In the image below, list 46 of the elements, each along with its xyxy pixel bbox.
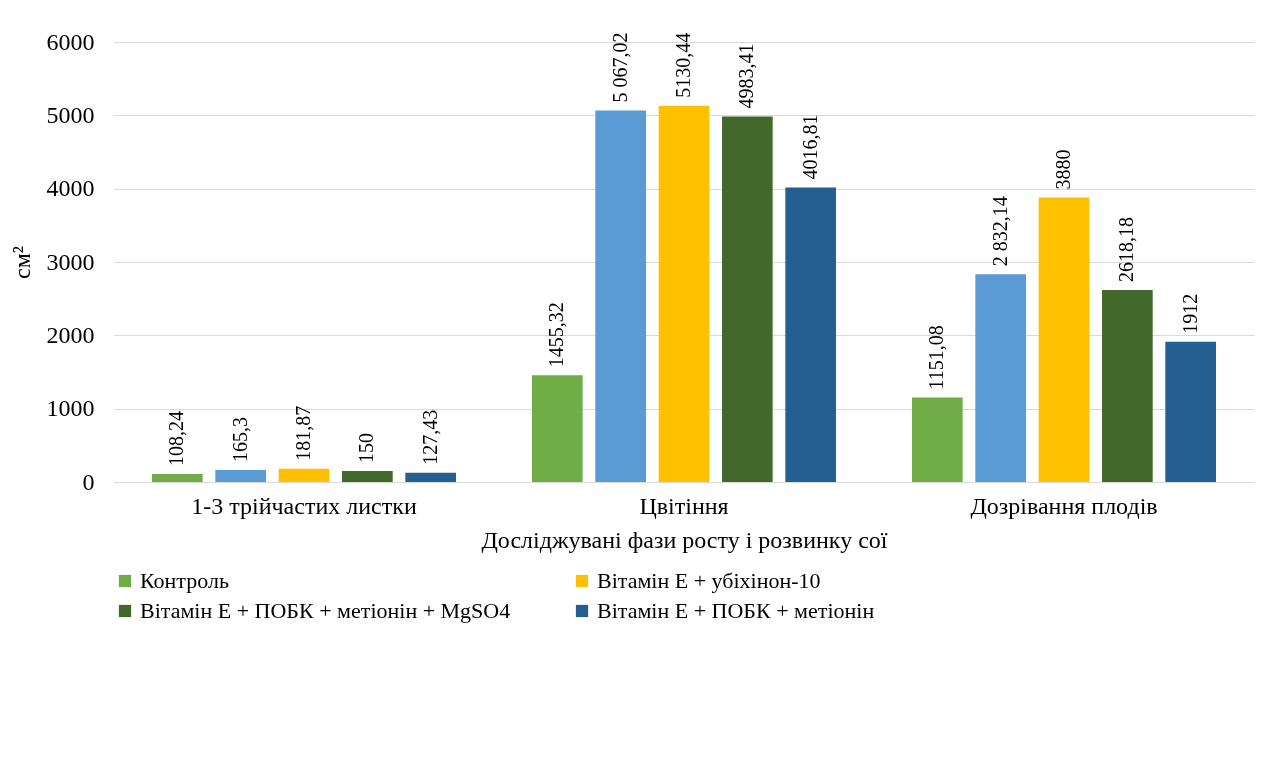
data-label: 127,43 <box>418 409 441 465</box>
data-label: 1151,08 <box>925 325 948 390</box>
data-label: 5130,44 <box>672 32 694 98</box>
bar <box>215 469 266 482</box>
bar <box>405 472 456 482</box>
x-tick-label: 1-3 трійчастих листки <box>191 492 417 519</box>
x-tick-label: Дозрівання плодів <box>970 492 1158 519</box>
bar <box>342 471 393 482</box>
data-label: 2 832,14 <box>988 196 1011 267</box>
data-label: 3880 <box>1052 149 1074 190</box>
y-tick-label: 4000 <box>46 175 95 202</box>
y-tick-label: 1000 <box>46 395 95 422</box>
x-tick-label: Цвітіння <box>639 492 729 519</box>
bar <box>1165 341 1216 482</box>
bar <box>1102 290 1153 482</box>
bar <box>1038 197 1090 482</box>
data-label: 181,87 <box>292 405 314 461</box>
data-label: 1912 <box>1178 293 1201 334</box>
data-label: 165,3 <box>228 416 251 462</box>
y-tick-label: 5000 <box>46 101 95 128</box>
data-label: 108,24 <box>165 411 188 467</box>
data-label: 5 067,02 <box>608 32 631 103</box>
data-label: 2618,18 <box>1115 217 1138 282</box>
y-tick-label: 0 <box>82 468 95 495</box>
y-tick-label: 6000 <box>46 28 95 55</box>
data-label: 4983,41 <box>735 43 758 109</box>
bar <box>975 274 1026 482</box>
legend-label: Вітамін Е + ПОБК + метіонін <box>597 598 875 623</box>
bar <box>912 397 963 482</box>
y-tick-label: 3000 <box>46 248 95 275</box>
bar <box>722 116 773 482</box>
x-axis-title: Досліджувані фази росту і розвинку сої <box>481 526 888 553</box>
bar <box>152 474 203 482</box>
bar <box>595 110 646 482</box>
bar <box>658 105 710 482</box>
data-label: 4016,81 <box>798 114 821 180</box>
bar <box>785 187 836 482</box>
bar <box>532 375 583 482</box>
legend-label: Контроль <box>140 568 229 593</box>
data-label: 150 <box>355 433 378 463</box>
legend-label: Вітамін Е + убіхінон-10 <box>597 568 821 593</box>
bar <box>278 468 330 482</box>
legend-label: Вітамін Е + ПОБК + метіонін + MgSO4 <box>140 598 511 623</box>
y-axis-title: см² <box>8 245 35 280</box>
data-label: 1455,32 <box>545 302 568 368</box>
y-tick-label: 2000 <box>46 321 95 348</box>
